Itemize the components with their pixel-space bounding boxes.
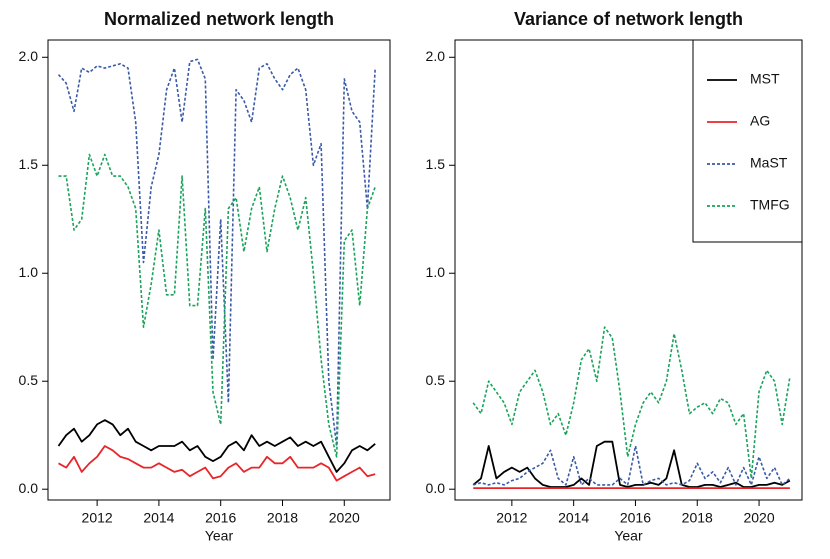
x-tick-label: 2014 bbox=[558, 510, 589, 526]
series-line bbox=[472, 445, 791, 486]
x-tick-label: 2016 bbox=[205, 510, 236, 526]
legend-label: TMFG bbox=[750, 197, 790, 213]
x-tick-label: 2018 bbox=[267, 510, 298, 526]
chart-title: Normalized network length bbox=[104, 9, 334, 29]
legend-label: MaST bbox=[750, 155, 788, 171]
x-tick-label: 2016 bbox=[620, 510, 651, 526]
y-tick-label: 2.0 bbox=[426, 48, 446, 64]
x-tick-label: 2012 bbox=[496, 510, 527, 526]
legend-label: AG bbox=[750, 113, 770, 129]
y-tick-label: 2.0 bbox=[19, 48, 39, 64]
x-tick-label: 2014 bbox=[143, 510, 174, 526]
series-line bbox=[58, 445, 376, 482]
y-tick-label: 0.0 bbox=[426, 480, 446, 496]
x-tick-label: 2012 bbox=[82, 510, 113, 526]
legend-box bbox=[692, 39, 803, 243]
y-tick-label: 1.5 bbox=[426, 156, 446, 172]
y-tick-label: 1.5 bbox=[19, 156, 39, 172]
x-tick-label: 2020 bbox=[329, 510, 360, 526]
legend-label: MST bbox=[750, 71, 780, 87]
y-tick-label: 0.0 bbox=[19, 480, 39, 496]
series-line bbox=[472, 326, 791, 480]
series-line bbox=[57, 58, 376, 447]
series-line bbox=[58, 153, 376, 458]
plot-frame bbox=[47, 39, 391, 501]
x-axis-label: Year bbox=[205, 528, 234, 544]
y-tick-label: 1.0 bbox=[426, 264, 446, 280]
y-tick-label: 0.5 bbox=[426, 372, 446, 388]
x-tick-label: 2020 bbox=[743, 510, 774, 526]
chart-title: Variance of network length bbox=[514, 9, 743, 29]
x-axis-label: Year bbox=[614, 528, 643, 544]
series-line bbox=[57, 419, 376, 473]
y-tick-label: 0.5 bbox=[19, 372, 39, 388]
plot-frame bbox=[454, 39, 803, 501]
series-line bbox=[472, 440, 791, 488]
y-tick-label: 1.0 bbox=[19, 264, 39, 280]
x-tick-label: 2018 bbox=[682, 510, 713, 526]
